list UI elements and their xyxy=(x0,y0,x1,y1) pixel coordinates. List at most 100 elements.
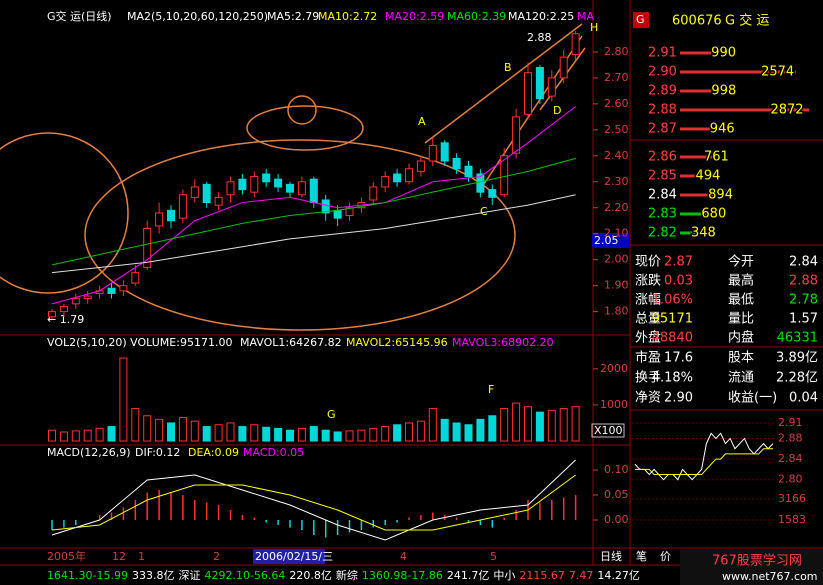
candle-body xyxy=(452,157,461,170)
volume-bar xyxy=(59,431,68,442)
book-price: 2.87 xyxy=(648,122,677,137)
y-tick-label: 3166 xyxy=(778,492,806,505)
tab-label[interactable]: 笔 xyxy=(636,549,647,563)
status-item: 中小 xyxy=(493,569,515,582)
status-item: 1360.98-17.86 xyxy=(362,569,443,582)
book-price: 2.82 xyxy=(648,226,677,241)
y-tick-label: 0.10 xyxy=(604,463,629,476)
volume-bar xyxy=(405,422,413,442)
volume-bar xyxy=(500,408,509,442)
quote-value: 95171 xyxy=(652,312,693,327)
candle-body xyxy=(214,196,223,206)
status-item: 333.8亿 xyxy=(132,569,175,582)
status-item: 241.7亿 xyxy=(447,569,490,582)
annotation: G xyxy=(327,408,336,421)
tab-label[interactable]: 价 xyxy=(660,550,671,563)
candle-body xyxy=(131,272,140,284)
volume-bar xyxy=(167,422,175,442)
candle-body xyxy=(428,144,437,162)
status-item: 2115.67 xyxy=(519,569,565,582)
book-volume: 494 xyxy=(696,169,721,184)
candle-body xyxy=(250,176,259,193)
quote-label: 换手 xyxy=(635,371,661,386)
quote-label: 净资 xyxy=(635,391,661,406)
book-volume: 2872 xyxy=(770,103,803,118)
volume-bar xyxy=(369,427,378,442)
book-price: 2.85 xyxy=(648,169,677,184)
macd-header: MACD(12,26,9) xyxy=(47,446,131,459)
vol-header: MAVOL1:64267.82 xyxy=(240,336,342,349)
quote-value: 2.88 xyxy=(789,274,818,289)
annotation: C xyxy=(480,205,488,218)
candle-body xyxy=(190,186,199,198)
volume-bar xyxy=(345,430,354,442)
candle-body xyxy=(238,178,247,191)
candle-body xyxy=(369,186,378,201)
volume-bar xyxy=(274,427,283,442)
book-price: 2.88 xyxy=(648,103,677,118)
candle-body xyxy=(119,285,128,292)
y-tick-label: 2.70 xyxy=(604,71,629,84)
candle-body xyxy=(274,178,283,188)
y-tick-label: 2.91 xyxy=(778,416,803,429)
candle-body xyxy=(83,295,92,300)
macd-header: DIF:0.12 xyxy=(135,446,180,459)
volume-bar xyxy=(119,357,128,442)
annotation: 2.88 xyxy=(527,31,552,44)
period-label[interactable]: 日线 xyxy=(600,549,622,563)
y-tick-label: 2.00 xyxy=(604,253,629,266)
quote-label: 涨跌 xyxy=(635,273,661,289)
date-highlight xyxy=(253,549,325,564)
book-volume: 680 xyxy=(701,207,726,222)
book-price: 2.89 xyxy=(648,84,677,99)
quote-value: 2.90 xyxy=(664,391,693,406)
y-tick-label: 2.84 xyxy=(778,452,803,465)
x-tick-label: 5 xyxy=(490,550,497,563)
volume-bar xyxy=(464,424,473,442)
volume-bar xyxy=(476,418,485,442)
vol-header: MAVOL2:65145.96 xyxy=(346,336,448,349)
ma-value: MA20:2.59 xyxy=(385,10,444,23)
quote-value: 2.84 xyxy=(789,255,818,270)
y-tick-label: 0.05 xyxy=(604,488,629,501)
candle-body xyxy=(464,165,473,178)
price-label-box xyxy=(592,233,630,248)
candle-body xyxy=(48,311,56,318)
candle-body xyxy=(309,178,318,204)
annotation: ← 1.79 xyxy=(47,313,84,326)
candle-body xyxy=(381,176,390,188)
candle-body xyxy=(333,209,342,219)
logo-box xyxy=(680,549,823,585)
candle-body xyxy=(571,33,580,56)
quote-value: 2.87 xyxy=(664,255,693,270)
volume-bar xyxy=(512,402,521,442)
price-label: 2.05 xyxy=(594,234,619,247)
book-price: 2.86 xyxy=(648,150,677,165)
volume-bar xyxy=(143,415,152,442)
volume-bar xyxy=(48,429,56,442)
intraday-line xyxy=(635,448,773,476)
y-tick-label: 2.80 xyxy=(778,473,803,486)
stock-code: 600676 xyxy=(672,14,722,29)
volume-bar xyxy=(547,409,556,442)
unit-label: X100 xyxy=(594,424,623,437)
y-tick-label: 1.80 xyxy=(604,305,629,318)
quote-value: 48840 xyxy=(652,331,693,346)
book-price: 2.83 xyxy=(648,207,677,222)
quote-label: 市盈 xyxy=(635,350,661,366)
status-item: 新综 xyxy=(336,568,358,582)
candle-body xyxy=(416,160,425,172)
quote-label: 股本 xyxy=(728,351,754,366)
candle-body xyxy=(262,173,271,183)
y-tick-label: 2.30 xyxy=(604,175,629,188)
book-volume: 894 xyxy=(708,188,733,203)
y-tick-label: 2.60 xyxy=(604,97,629,110)
unit-box xyxy=(591,423,625,438)
candle-body xyxy=(178,194,187,219)
quote-value: 17.6 xyxy=(664,351,693,366)
quote-value: 3.89亿 xyxy=(776,351,818,366)
intraday-line xyxy=(634,432,774,481)
annotation-circle xyxy=(287,95,317,125)
